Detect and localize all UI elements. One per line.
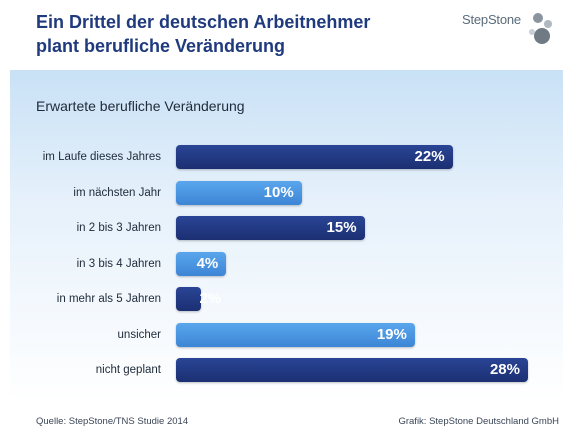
stepstone-logo-icon	[529, 13, 552, 44]
bar	[176, 216, 365, 240]
stepstone-logo: StepStone	[462, 8, 562, 58]
value-label: 15%	[326, 219, 357, 236]
value-label: 2%	[199, 290, 222, 307]
graphic-credit: Grafik: StepStone Deutschland GmbH	[398, 416, 559, 427]
value-label: 4%	[196, 254, 219, 272]
bar	[176, 145, 453, 169]
value-label: 28%	[489, 361, 520, 378]
bar	[176, 322, 415, 347]
title-line-1: Ein Drittel der deutschen Arbeitnehmer	[36, 12, 371, 32]
bar	[176, 180, 302, 205]
value-label: 10%	[263, 183, 294, 201]
logo-text: StepStone	[462, 12, 521, 27]
category-label: in 2 bis 3 Jahren	[76, 222, 161, 234]
category-label: in mehr als 5 Jahren	[56, 293, 161, 305]
bar	[176, 358, 528, 382]
bar	[176, 251, 227, 276]
category-label: im Laufe dieses Jahres	[42, 151, 161, 163]
category-label: in 3 bis 4 Jahren	[76, 257, 161, 270]
category-label: nicht geplant	[95, 364, 161, 376]
category-label: unsicher	[117, 328, 161, 341]
bar	[176, 287, 202, 311]
value-label: 19%	[376, 325, 407, 343]
chart-title: Ein Drittel der deutschen Arbeitnehmer p…	[36, 10, 456, 58]
chart-subtitle: Erwartete berufliche Veränderung	[36, 98, 245, 114]
source-note: Quelle: StepStone/TNS Studie 2014	[36, 416, 189, 427]
value-label: 22%	[414, 148, 445, 165]
title-line-2: plant berufliche Veränderung	[36, 36, 286, 56]
category-label: im nächsten Jahr	[73, 186, 161, 199]
